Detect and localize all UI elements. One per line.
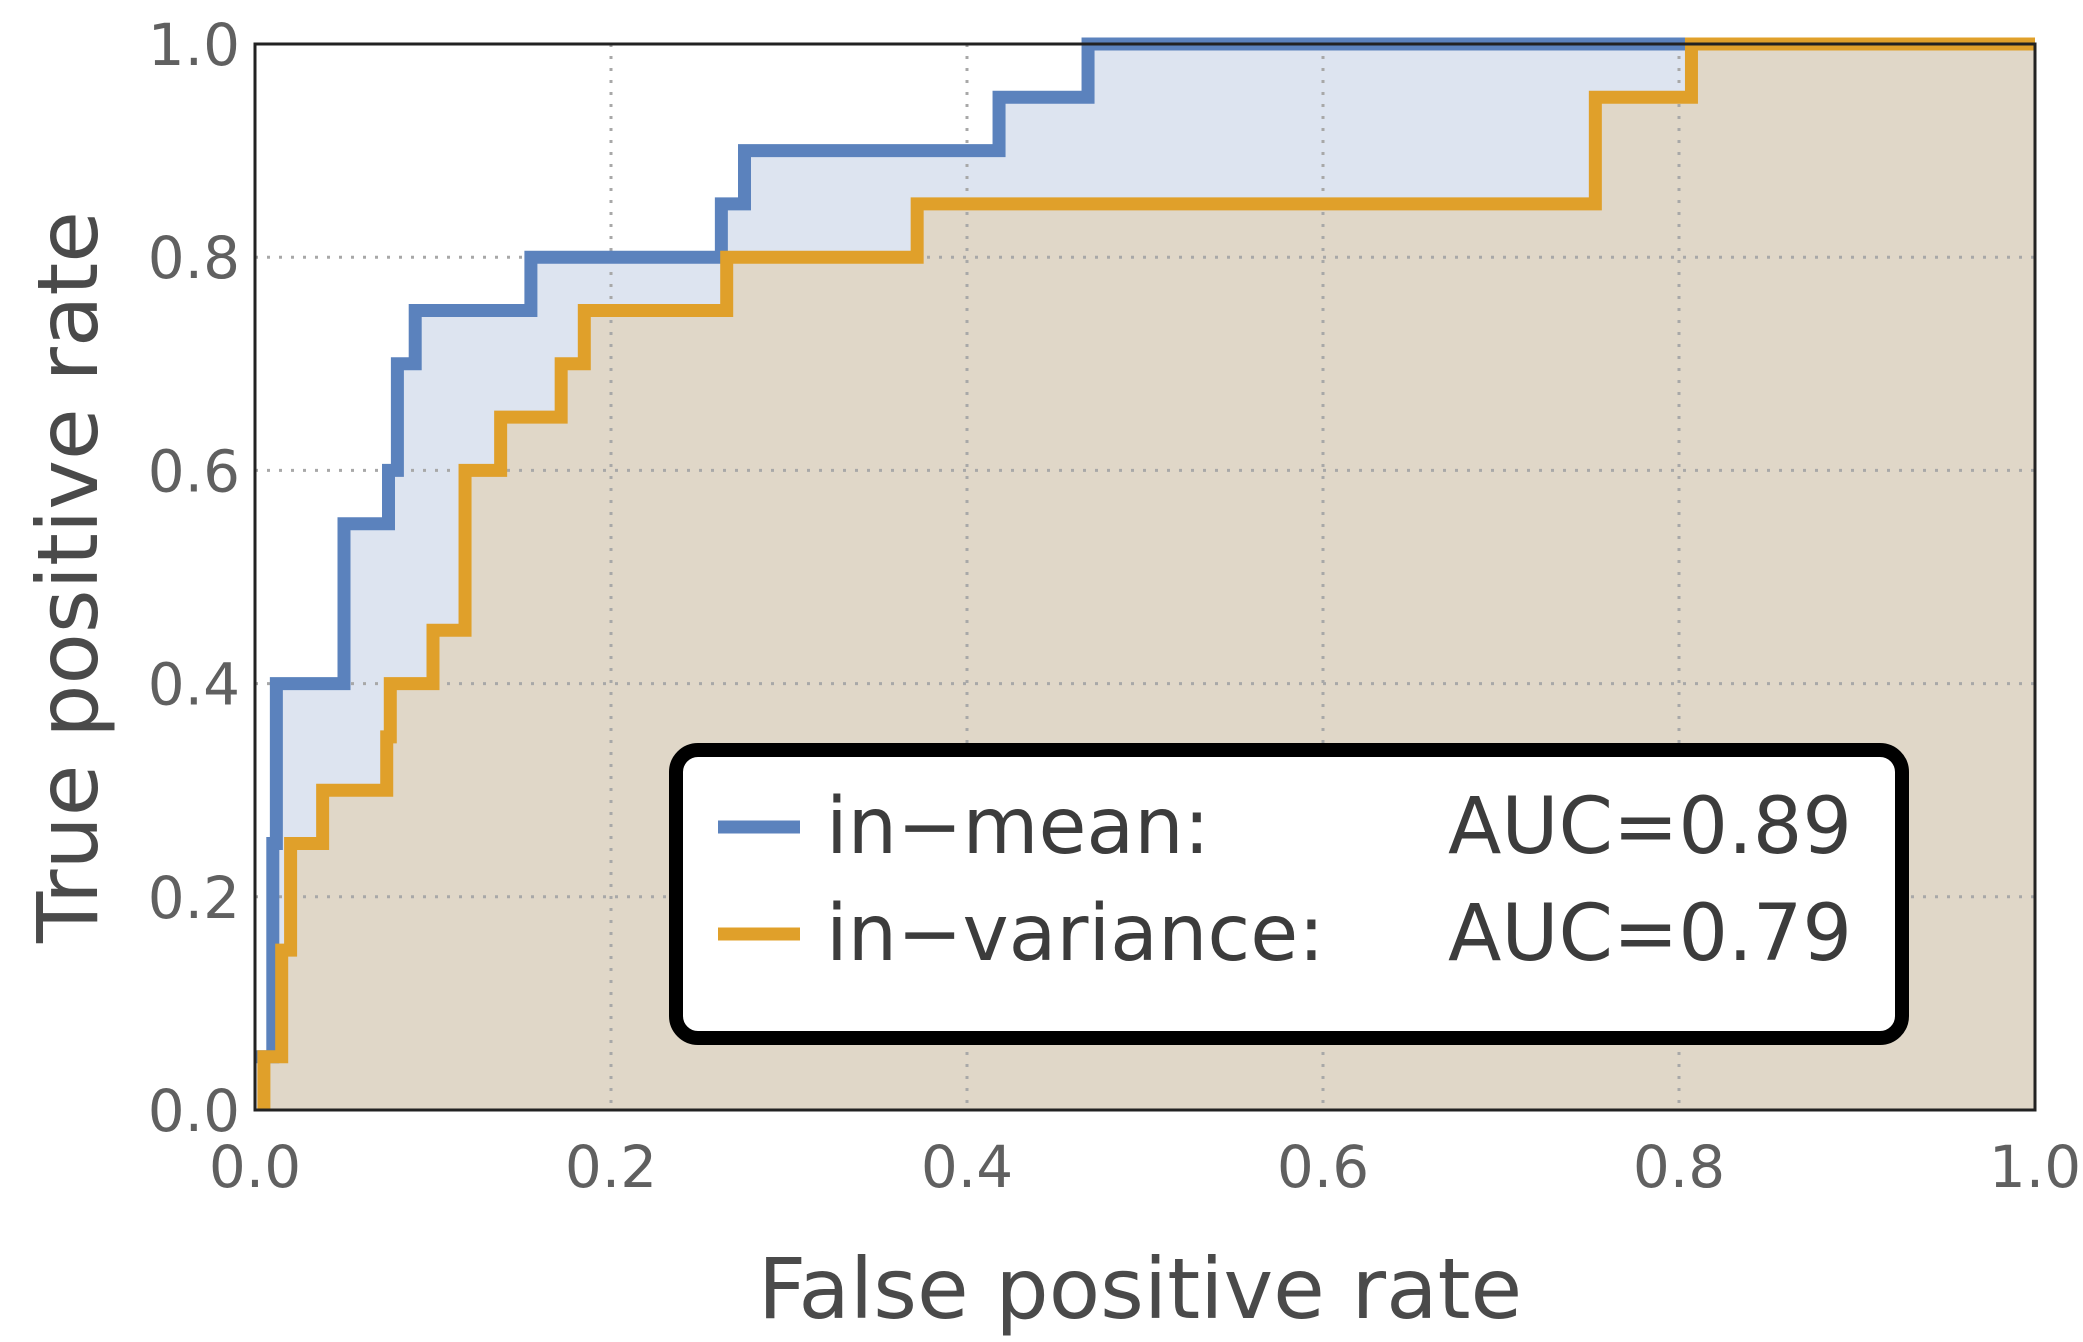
legend-label-in-variance: in−variance: xyxy=(826,889,1325,979)
x-tick-label: 0.4 xyxy=(921,1133,1013,1201)
x-axis-title: False positive rate xyxy=(758,1240,1522,1338)
y-tick-labels: 0.0 0.2 0.4 0.6 0.8 1.0 xyxy=(148,11,240,1145)
roc-line-1 xyxy=(257,37,2035,1110)
x-tick-label: 0.6 xyxy=(1277,1133,1369,1201)
y-tick-label: 0.2 xyxy=(148,864,240,932)
roc-curves xyxy=(255,37,2035,1110)
y-tick-label: 0.6 xyxy=(148,437,240,505)
legend-auc-in-variance: AUC=0.79 xyxy=(1448,889,1852,979)
y-tick-label: 1.0 xyxy=(148,11,240,79)
y-tick-label: 0.0 xyxy=(148,1077,240,1145)
y-tick-label: 0.4 xyxy=(148,651,240,719)
x-tick-label: 0.0 xyxy=(209,1133,301,1201)
legend-label-in-mean: in−mean: xyxy=(826,782,1210,872)
x-tick-label: 1.0 xyxy=(1989,1133,2081,1201)
x-tick-labels: 0.0 0.2 0.4 0.6 0.8 1.0 xyxy=(209,1133,2081,1201)
roc-line-0 xyxy=(255,37,2035,1064)
legend: in−mean: AUC=0.89 in−variance: AUC=0.79 xyxy=(669,743,1909,1045)
x-tick-label: 0.2 xyxy=(565,1133,657,1201)
y-tick-label: 0.8 xyxy=(148,224,240,292)
legend-box xyxy=(669,743,1909,1045)
x-tick-label: 0.8 xyxy=(1633,1133,1725,1201)
legend-auc-in-mean: AUC=0.89 xyxy=(1448,782,1852,872)
plot-frame xyxy=(253,42,2037,1112)
y-axis-title: True positive rate xyxy=(19,211,117,944)
